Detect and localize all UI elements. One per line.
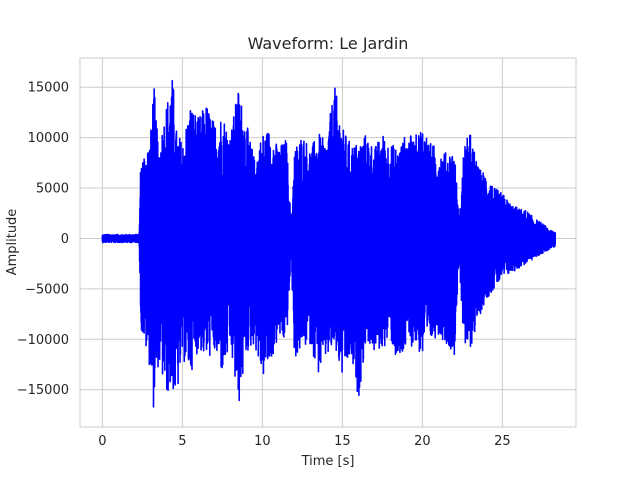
x-tick-label: 25 (494, 434, 511, 449)
plot-frame (79, 57, 577, 428)
y-axis-label: Amplitude (5, 209, 20, 276)
waveform-line (101, 79, 556, 408)
x-tick-label: 5 (178, 434, 186, 449)
x-tick-label: 20 (414, 434, 431, 449)
waveform-series (101, 79, 556, 408)
y-tick-label: 10000 (28, 131, 69, 146)
chart-title: Waveform: Le Jardin (248, 34, 409, 53)
y-tick-label: 0 (61, 232, 69, 247)
x-tick-label: 15 (334, 434, 351, 449)
x-axis-label: Time [s] (301, 454, 355, 469)
y-tick-label: 15000 (28, 81, 69, 96)
y-tick-label: −15000 (17, 383, 69, 398)
x-tick-label: 0 (98, 434, 106, 449)
y-tick-label: −5000 (25, 282, 69, 297)
y-tick-labels: −15000 −10000 −5000 0 5000 10000 15000 (17, 81, 69, 398)
x-tick-label: 10 (254, 434, 271, 449)
x-tick-labels: 0 5 10 15 20 25 (98, 434, 510, 449)
y-tick-label: −10000 (17, 333, 69, 348)
y-tick-label: 5000 (36, 182, 69, 197)
